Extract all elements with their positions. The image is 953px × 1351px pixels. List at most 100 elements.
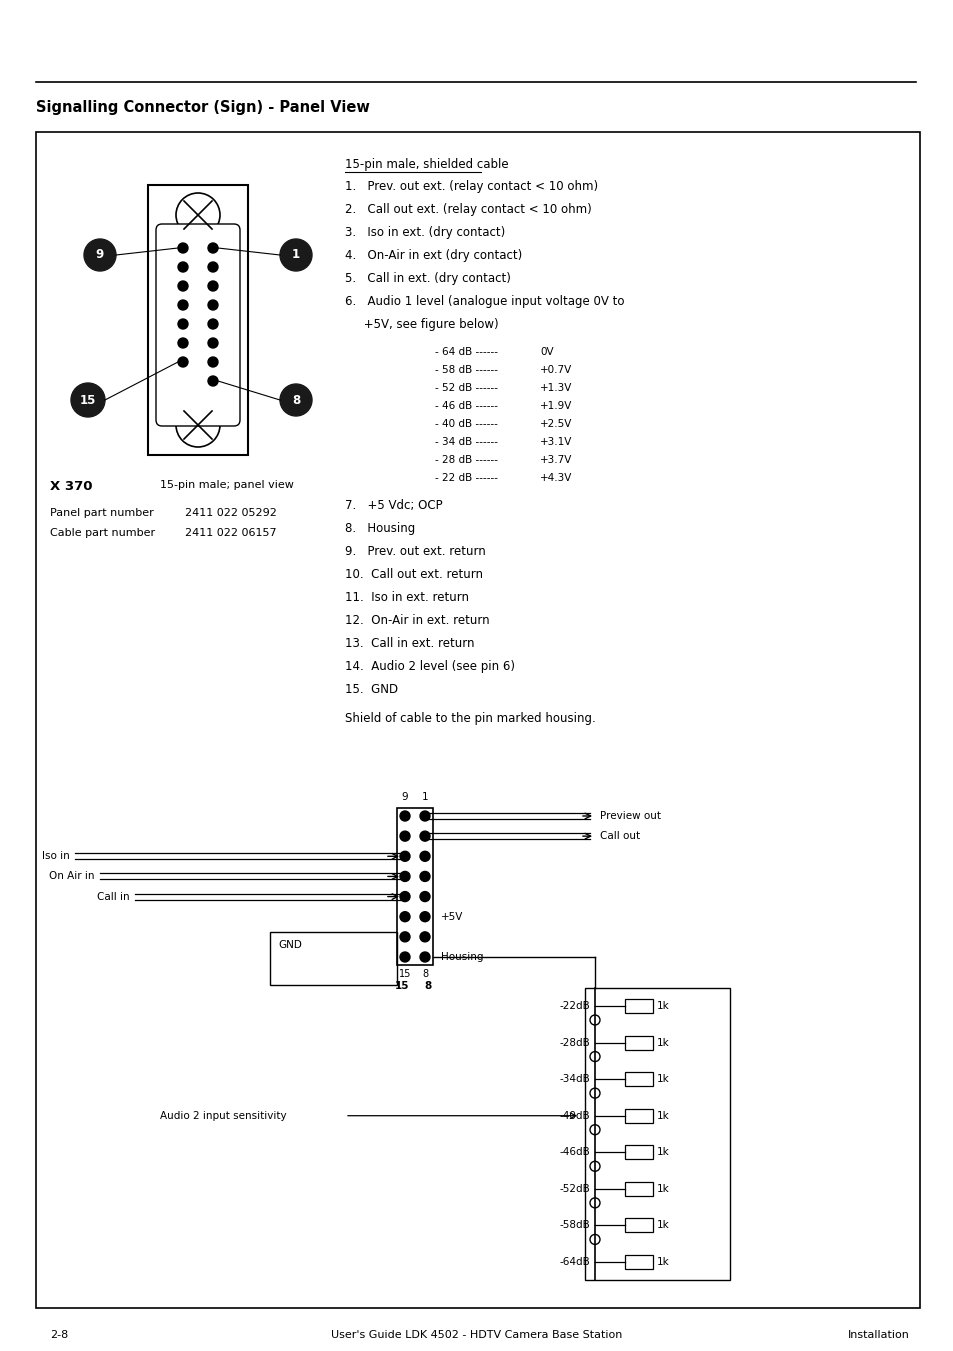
Text: On Air in: On Air in bbox=[50, 871, 95, 881]
Text: +4.3V: +4.3V bbox=[539, 473, 572, 484]
Text: - 40 dB ------: - 40 dB ------ bbox=[435, 419, 497, 430]
Text: 3.   Iso in ext. (dry contact): 3. Iso in ext. (dry contact) bbox=[345, 226, 505, 239]
Text: - 64 dB ------: - 64 dB ------ bbox=[435, 347, 497, 357]
Circle shape bbox=[178, 319, 188, 330]
Text: 15-pin male; panel view: 15-pin male; panel view bbox=[160, 480, 294, 490]
Circle shape bbox=[208, 338, 218, 349]
Text: - 58 dB ------: - 58 dB ------ bbox=[435, 365, 497, 376]
Circle shape bbox=[208, 357, 218, 367]
Text: -28dB: -28dB bbox=[558, 1038, 589, 1047]
Circle shape bbox=[178, 300, 188, 309]
Bar bbox=[624, 998, 652, 1013]
Text: Iso in: Iso in bbox=[42, 851, 70, 862]
Circle shape bbox=[399, 831, 410, 842]
Text: 13.  Call in ext. return: 13. Call in ext. return bbox=[345, 638, 474, 650]
Circle shape bbox=[178, 243, 188, 253]
Text: 1: 1 bbox=[292, 249, 300, 262]
Circle shape bbox=[419, 871, 430, 881]
Text: 6.   Audio 1 level (analogue input voltage 0V to: 6. Audio 1 level (analogue input voltage… bbox=[345, 295, 624, 308]
Text: Housing: Housing bbox=[440, 952, 483, 962]
Text: 8: 8 bbox=[292, 393, 300, 407]
Text: Shield of cable to the pin marked housing.: Shield of cable to the pin marked housin… bbox=[345, 712, 595, 725]
Text: 1k: 1k bbox=[657, 1038, 669, 1047]
Circle shape bbox=[208, 319, 218, 330]
Circle shape bbox=[399, 952, 410, 962]
Text: Cable part number: Cable part number bbox=[50, 528, 155, 538]
Text: Call out: Call out bbox=[599, 831, 639, 842]
Text: Signalling Connector (Sign) - Panel View: Signalling Connector (Sign) - Panel View bbox=[36, 100, 370, 115]
Circle shape bbox=[178, 281, 188, 290]
Text: 11.  Iso in ext. return: 11. Iso in ext. return bbox=[345, 590, 469, 604]
Text: Call in: Call in bbox=[97, 892, 130, 901]
Bar bbox=[624, 1073, 652, 1086]
Text: +3.1V: +3.1V bbox=[539, 436, 572, 447]
Text: +5V: +5V bbox=[440, 912, 463, 921]
Bar bbox=[624, 1109, 652, 1123]
Text: 12.  On-Air in ext. return: 12. On-Air in ext. return bbox=[345, 613, 489, 627]
Text: X 370: X 370 bbox=[50, 480, 92, 493]
Text: 8: 8 bbox=[424, 981, 431, 992]
Text: 1: 1 bbox=[421, 792, 428, 802]
Text: 2411 022 05292: 2411 022 05292 bbox=[185, 508, 276, 517]
Text: -64dB: -64dB bbox=[558, 1256, 589, 1267]
Text: User's Guide LDK 4502 - HDTV Camera Base Station: User's Guide LDK 4502 - HDTV Camera Base… bbox=[331, 1329, 622, 1340]
Text: -40dB: -40dB bbox=[558, 1111, 589, 1121]
Text: 10.  Call out ext. return: 10. Call out ext. return bbox=[345, 567, 482, 581]
Circle shape bbox=[208, 243, 218, 253]
Text: 1k: 1k bbox=[657, 1183, 669, 1194]
Text: Installation: Installation bbox=[847, 1329, 909, 1340]
Circle shape bbox=[419, 912, 430, 921]
Text: 15: 15 bbox=[398, 969, 411, 979]
Text: 9: 9 bbox=[95, 249, 104, 262]
Text: 1k: 1k bbox=[657, 1220, 669, 1231]
Text: 15: 15 bbox=[395, 981, 409, 992]
Text: - 34 dB ------: - 34 dB ------ bbox=[435, 436, 497, 447]
Circle shape bbox=[175, 193, 220, 236]
Text: -22dB: -22dB bbox=[558, 1001, 589, 1011]
Circle shape bbox=[208, 376, 218, 386]
Text: -52dB: -52dB bbox=[558, 1183, 589, 1194]
Text: 14.  Audio 2 level (see pin 6): 14. Audio 2 level (see pin 6) bbox=[345, 661, 515, 673]
Circle shape bbox=[175, 374, 190, 388]
Circle shape bbox=[178, 376, 188, 386]
Bar bbox=[624, 1182, 652, 1196]
Text: 2-8: 2-8 bbox=[50, 1329, 69, 1340]
FancyBboxPatch shape bbox=[156, 224, 240, 426]
Text: 2411 022 06157: 2411 022 06157 bbox=[185, 528, 276, 538]
Bar bbox=[624, 1219, 652, 1232]
Bar bbox=[624, 1146, 652, 1159]
Text: 15.  GND: 15. GND bbox=[345, 684, 397, 696]
Text: +2.5V: +2.5V bbox=[539, 419, 572, 430]
Circle shape bbox=[419, 952, 430, 962]
Bar bbox=[148, 185, 248, 455]
Circle shape bbox=[84, 239, 116, 272]
Circle shape bbox=[178, 262, 188, 272]
Text: 2.   Call out ext. (relay contact < 10 ohm): 2. Call out ext. (relay contact < 10 ohm… bbox=[345, 203, 591, 216]
Bar bbox=[624, 1036, 652, 1050]
Circle shape bbox=[399, 851, 410, 862]
Circle shape bbox=[175, 403, 220, 447]
Circle shape bbox=[419, 811, 430, 821]
Bar bbox=[36, 132, 919, 1308]
Text: 15-pin male, shielded cable: 15-pin male, shielded cable bbox=[345, 158, 508, 172]
Text: 1k: 1k bbox=[657, 1074, 669, 1084]
Circle shape bbox=[399, 811, 410, 821]
Circle shape bbox=[208, 262, 218, 272]
Text: +1.9V: +1.9V bbox=[539, 401, 572, 411]
Text: +3.7V: +3.7V bbox=[539, 455, 572, 465]
Circle shape bbox=[419, 851, 430, 862]
Text: 4.   On-Air in ext (dry contact): 4. On-Air in ext (dry contact) bbox=[345, 249, 521, 262]
Text: +5V, see figure below): +5V, see figure below) bbox=[345, 317, 498, 331]
Circle shape bbox=[399, 912, 410, 921]
Text: - 22 dB ------: - 22 dB ------ bbox=[435, 473, 497, 484]
Text: - 46 dB ------: - 46 dB ------ bbox=[435, 401, 497, 411]
Text: 8.   Housing: 8. Housing bbox=[345, 521, 415, 535]
Bar bbox=[584, 988, 729, 1279]
Circle shape bbox=[178, 357, 188, 367]
Text: 1k: 1k bbox=[657, 1256, 669, 1267]
Bar bbox=[624, 1255, 652, 1269]
Text: -46dB: -46dB bbox=[558, 1147, 589, 1158]
Text: 5.   Call in ext. (dry contact): 5. Call in ext. (dry contact) bbox=[345, 272, 511, 285]
Circle shape bbox=[208, 300, 218, 309]
Circle shape bbox=[419, 892, 430, 901]
